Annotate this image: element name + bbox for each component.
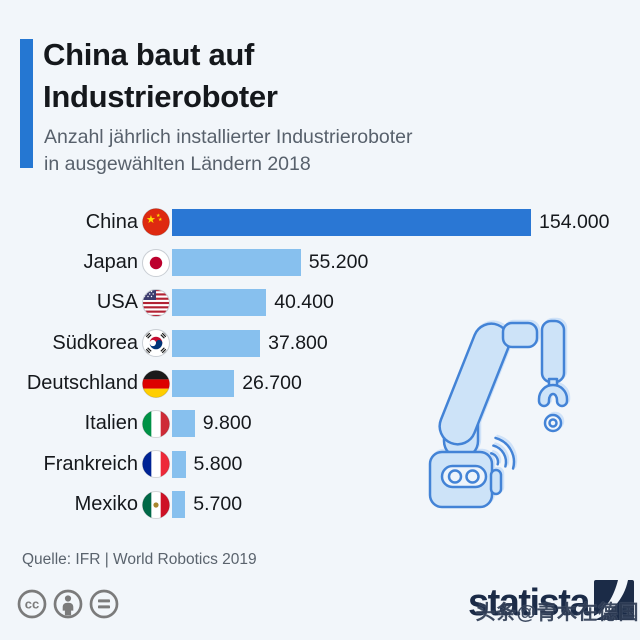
signal-waves-icon bbox=[490, 436, 516, 470]
chart-row-italien: Italien 9.800 bbox=[0, 404, 640, 444]
chart-row-mexiko: Mexiko 5.700 bbox=[0, 484, 640, 524]
bar-japan bbox=[172, 249, 301, 277]
value-label: 37.800 bbox=[268, 331, 328, 354]
usa-flag-icon bbox=[142, 288, 170, 317]
no-derivatives-icon bbox=[89, 589, 119, 619]
value-label: 154.000 bbox=[539, 210, 610, 233]
country-label: Südkorea bbox=[52, 331, 138, 354]
robot-eye-left bbox=[447, 469, 463, 484]
chart-row-china: China ★ ★ ★ 154.000 bbox=[0, 202, 640, 242]
south-korea-flag-icon bbox=[142, 329, 170, 358]
japan-flag-icon bbox=[142, 248, 170, 277]
france-flag-icon bbox=[142, 450, 170, 479]
robot-side-knob bbox=[489, 468, 503, 496]
bar-china bbox=[172, 208, 531, 236]
subtitle-line1: Anzahl jährlich installierter Industrier… bbox=[44, 126, 413, 148]
robot-eye-right bbox=[465, 469, 480, 484]
statista-logo-icon bbox=[594, 580, 634, 620]
title-accent-bar bbox=[20, 39, 33, 168]
chart-row-suedkorea: Südkorea 37.800 bbox=[0, 323, 640, 363]
license-icons: cc bbox=[16, 588, 120, 620]
germany-flag-icon bbox=[142, 369, 170, 398]
bar-suedkorea bbox=[172, 329, 261, 357]
value-label: 5.800 bbox=[193, 452, 243, 475]
robot-elbow bbox=[501, 321, 539, 349]
robot-arm-icon bbox=[428, 319, 569, 509]
page-title: China baut auf Industrieroboter bbox=[43, 34, 278, 118]
source-text: Quelle: IFR | World Robotics 2019 bbox=[22, 551, 257, 568]
watermark-text: 头条@青木在德国 bbox=[475, 602, 639, 624]
value-label: 55.200 bbox=[308, 251, 369, 274]
statista-wordmark: statista bbox=[467, 582, 591, 624]
value-label: 26.700 bbox=[242, 372, 302, 395]
mexico-flag-icon bbox=[142, 490, 170, 519]
bar-usa bbox=[172, 289, 267, 317]
country-label: USA bbox=[96, 291, 138, 314]
italy-flag-icon bbox=[142, 409, 170, 438]
country-label: Mexiko bbox=[74, 493, 138, 516]
robot-gripper bbox=[537, 383, 569, 408]
chart-row-frankreich: Frankreich 5.800 bbox=[0, 444, 640, 484]
value-label: 40.400 bbox=[274, 291, 334, 314]
bar-mexiko bbox=[172, 491, 186, 519]
svg-text:★: ★ bbox=[156, 213, 161, 219]
cc-icon: cc bbox=[17, 589, 47, 619]
country-label: Deutschland bbox=[26, 372, 138, 395]
statista-logo: statista bbox=[467, 580, 634, 624]
chart-row-deutschland: Deutschland 26.700 bbox=[0, 363, 640, 403]
bar-frankreich bbox=[172, 450, 186, 478]
country-label: Italien bbox=[84, 412, 138, 435]
page-subtitle: Anzahl jährlich installierter Industrier… bbox=[44, 124, 413, 178]
bar-italien bbox=[172, 410, 195, 438]
value-label: 9.800 bbox=[202, 412, 252, 435]
robot-arm-illustration bbox=[424, 313, 576, 515]
title-line2: Industrieroboter bbox=[43, 79, 278, 114]
attribution-icon bbox=[53, 589, 83, 619]
bar-deutschland bbox=[172, 370, 235, 398]
robot-forearm bbox=[540, 319, 566, 384]
robot-upper-arm bbox=[438, 322, 511, 446]
robot-ball-inner bbox=[548, 418, 558, 428]
svg-text:★: ★ bbox=[158, 217, 163, 223]
country-label: Frankreich bbox=[43, 452, 138, 475]
bar-chart: China ★ ★ ★ 154.000 Japan bbox=[0, 202, 640, 525]
china-flag-icon: ★ ★ ★ bbox=[142, 208, 170, 237]
chart-row-japan: Japan 55.200 bbox=[0, 242, 640, 282]
svg-text:cc: cc bbox=[25, 597, 39, 612]
chart-row-usa: USA bbox=[0, 283, 640, 323]
title-line1: China baut auf bbox=[43, 37, 255, 72]
country-label: Japan bbox=[83, 251, 139, 274]
svg-text:★: ★ bbox=[146, 214, 156, 226]
value-label: 5.700 bbox=[193, 493, 243, 516]
country-label: China bbox=[85, 210, 138, 233]
subtitle-line2: in ausgewählten Ländern 2018 bbox=[44, 153, 311, 175]
